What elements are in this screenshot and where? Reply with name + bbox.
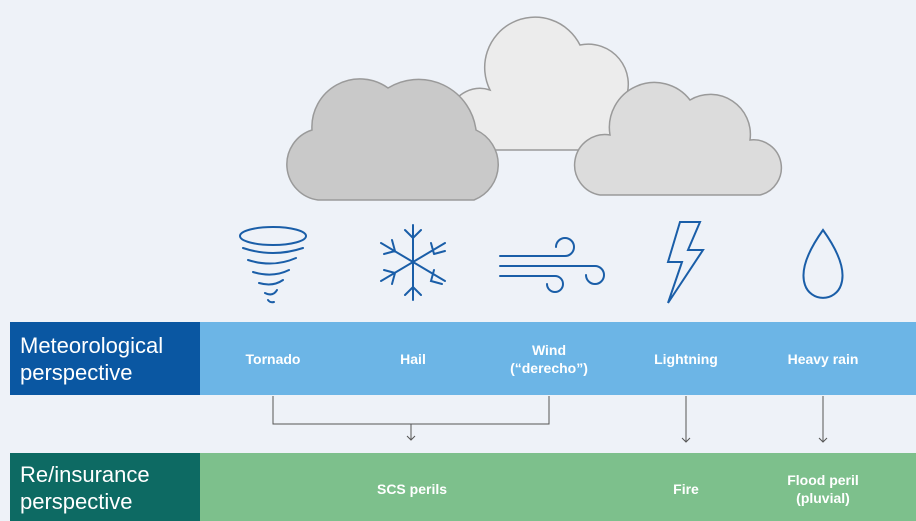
peril-line: SCS perils <box>376 481 448 497</box>
peril-line: Hail <box>400 351 426 367</box>
peril-line: (pluvial) <box>796 490 850 506</box>
peril-line: (“derecho”) <box>510 360 588 376</box>
peril-line: Lightning <box>654 351 718 367</box>
title-line: perspective <box>20 360 133 385</box>
peril-line: Heavy rain <box>787 351 859 367</box>
peril-label: Flood peril (pluvial) <box>753 471 893 507</box>
title-line: Re/insurance <box>20 462 150 487</box>
snowflake-icon <box>380 224 446 301</box>
peril-label: Wind (“derecho”) <box>479 341 619 377</box>
clouds <box>286 16 783 201</box>
meteorological-band <box>200 322 916 395</box>
wind-icon <box>499 237 605 293</box>
peril-label: Tornado <box>203 350 343 368</box>
insurance-band <box>200 453 916 521</box>
meteorological-title: Meteorological perspective <box>10 324 200 386</box>
peril-line: Flood peril <box>787 472 859 488</box>
meteorological-header-bg <box>10 322 200 395</box>
peril-label: Lightning <box>616 350 756 368</box>
title-line: perspective <box>20 489 133 514</box>
peril-line: Tornado <box>245 351 301 367</box>
peril-line: Wind <box>531 342 567 358</box>
connectors <box>272 396 828 443</box>
cloud <box>286 78 499 201</box>
peril-label: Hail <box>343 350 483 368</box>
flood-connector <box>818 396 828 443</box>
insurance-title: Re/insurance perspective <box>10 453 200 515</box>
lightning-icon <box>666 221 705 304</box>
peril-line: Fire <box>673 481 699 497</box>
scs-connector <box>272 396 550 441</box>
cloud <box>573 81 783 196</box>
peril-label: Fire <box>616 480 756 498</box>
title-line: Meteorological <box>20 333 164 358</box>
tornado-icon <box>239 226 307 304</box>
fire-connector <box>681 396 691 443</box>
peril-label: SCS perils <box>342 480 482 498</box>
icons <box>239 221 844 304</box>
drop-icon <box>802 228 844 299</box>
insurance-header-bg <box>10 453 200 521</box>
peril-label: Heavy rain <box>753 350 893 368</box>
